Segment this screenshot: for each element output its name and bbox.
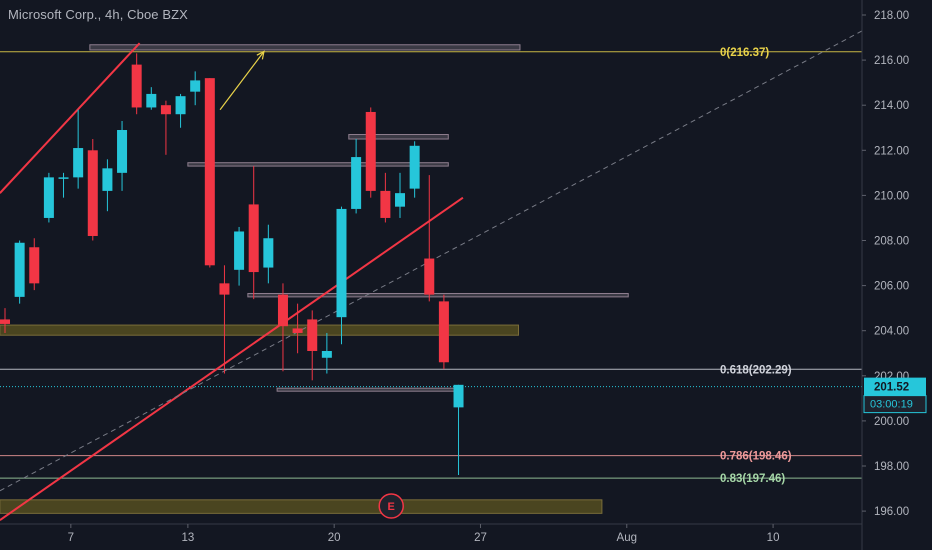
earnings-marker-label: E — [388, 501, 395, 513]
candle-body-15 — [219, 283, 230, 295]
fib-label-0.786: 0.786(198.46) — [720, 451, 792, 463]
candle-body-9 — [131, 64, 142, 108]
price-tick-label: 198.00 — [874, 461, 909, 473]
fib-label-0.83: 0.83(197.46) — [720, 473, 785, 485]
time-tick-label: Aug — [617, 532, 637, 544]
candle-body-21 — [307, 319, 318, 351]
candle-body-12 — [175, 96, 186, 115]
earnings-marker — [378, 493, 404, 519]
candle-body-10 — [146, 93, 157, 108]
projection-arrow-head — [256, 50, 265, 60]
candle-body-0 — [0, 319, 10, 324]
candle-body-2 — [29, 247, 40, 284]
candle-body-1 — [14, 242, 25, 297]
candle-body-16 — [234, 231, 245, 270]
resistance-box-5 — [247, 292, 629, 298]
time-tick-label: 7 — [68, 532, 74, 544]
time-tick-label: 27 — [474, 532, 487, 544]
candle-body-24 — [351, 157, 362, 209]
candle-body-28 — [409, 145, 420, 189]
candle-body-26 — [380, 190, 391, 218]
trendline-0 — [0, 42, 141, 194]
price-tick-label: 204.00 — [874, 326, 909, 338]
candle-body-23 — [336, 208, 347, 318]
candle-body-4 — [58, 177, 69, 179]
price-tick-label: 214.00 — [874, 100, 909, 112]
candle-body-31 — [453, 384, 464, 408]
fib-label-0.618: 0.618(202.29) — [720, 364, 792, 376]
resistance-box-3 — [348, 134, 449, 140]
candle-body-27 — [395, 193, 406, 207]
candle-body-29 — [424, 258, 435, 295]
candle-body-6 — [87, 150, 98, 236]
candle-body-17 — [248, 204, 259, 273]
projection-arrow — [219, 51, 265, 111]
candle-body-20 — [292, 328, 303, 333]
price-tick-label: 206.00 — [874, 281, 909, 293]
price-tick-label: 200.00 — [874, 416, 909, 428]
resistance-box-6 — [276, 387, 458, 392]
symbol-title[interactable]: Microsoft Corp., 4h, Cboe BZX — [8, 7, 188, 22]
candle-body-13 — [190, 80, 201, 92]
candle-body-30 — [438, 301, 449, 363]
time-tick-label: 10 — [767, 532, 780, 544]
price-tick-label: 212.00 — [874, 145, 909, 157]
support-zone-1 — [0, 499, 603, 514]
candle-body-3 — [43, 177, 54, 218]
price-tick-label: 196.00 — [874, 506, 909, 518]
candle-body-22 — [321, 350, 332, 358]
fib-label-0: 0(216.37) — [720, 47, 769, 59]
resistance-box-2 — [89, 44, 521, 51]
current-price-value: 201.52 — [874, 382, 909, 394]
candle-body-25 — [365, 111, 376, 191]
countdown-badge — [863, 395, 927, 414]
time-tick-label: 20 — [328, 532, 341, 544]
current-price-badge — [864, 377, 926, 396]
price-tick-label: 218.00 — [874, 10, 909, 22]
candle-body-18 — [263, 238, 274, 268]
bar-countdown: 03:00:19 — [870, 399, 913, 411]
candle-body-8 — [117, 130, 128, 173]
candle-body-11 — [160, 105, 171, 115]
candle-body-14 — [204, 78, 215, 266]
candle-body-7 — [102, 168, 113, 191]
candle-body-5 — [73, 148, 84, 178]
time-tick-label: 13 — [181, 532, 194, 544]
price-tick-label: 210.00 — [874, 190, 909, 202]
price-tick-label: 208.00 — [874, 236, 909, 248]
trendline-1 — [0, 196, 464, 521]
resistance-box-4 — [187, 162, 449, 167]
price-tick-label: 216.00 — [874, 55, 909, 67]
candle-body-19 — [277, 294, 288, 327]
support-zone-0 — [0, 324, 520, 336]
